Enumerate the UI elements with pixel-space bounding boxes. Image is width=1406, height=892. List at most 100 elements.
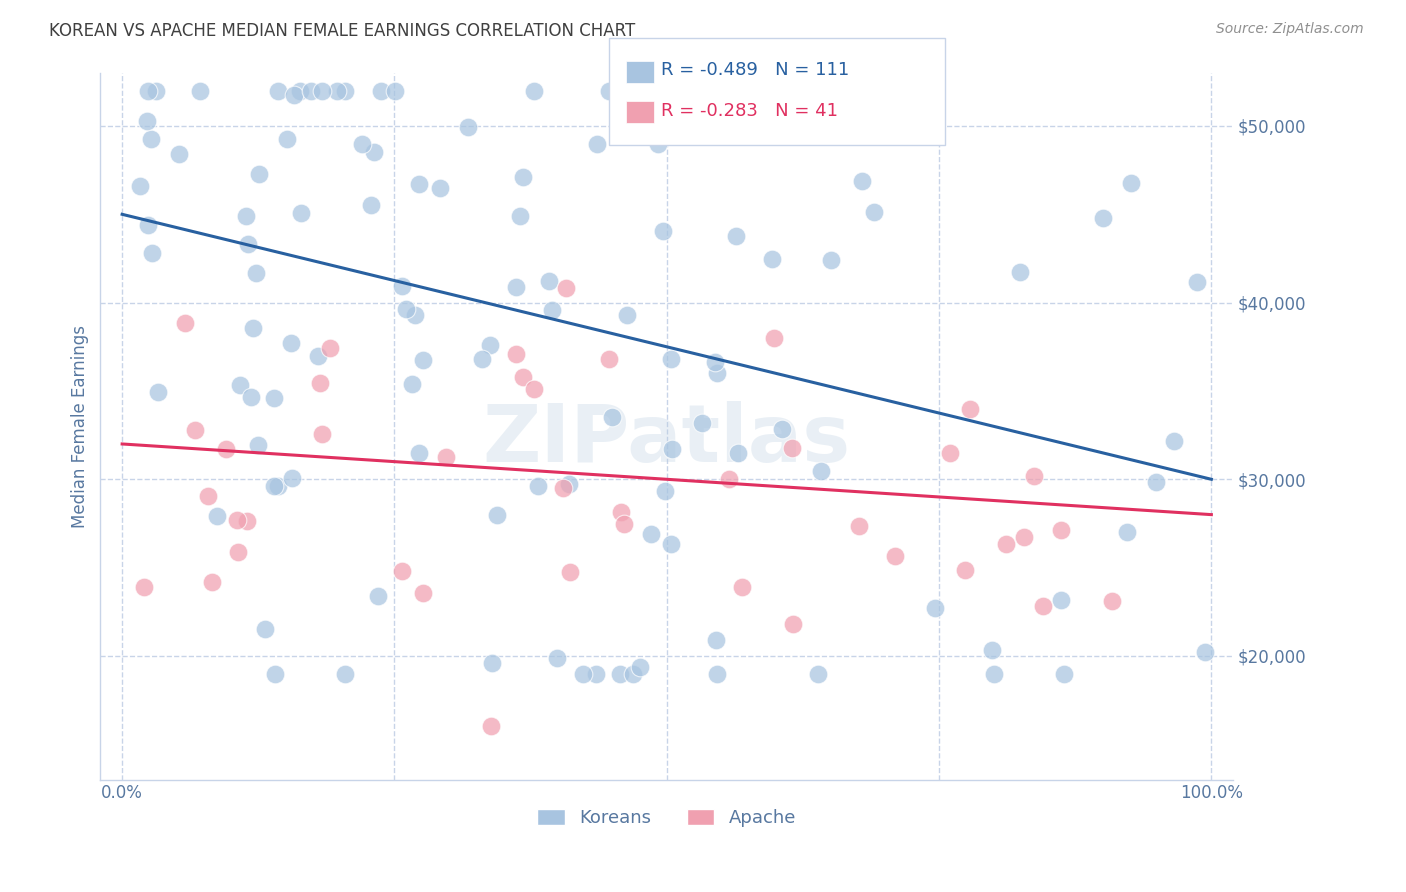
Koreans	[1010, 264, 1032, 278]
Apache	[558, 565, 581, 579]
Apache	[555, 281, 578, 295]
Koreans	[370, 84, 392, 98]
Koreans	[263, 478, 285, 492]
Koreans	[538, 274, 561, 288]
Koreans	[621, 666, 644, 681]
Apache	[848, 519, 870, 533]
Koreans	[526, 479, 548, 493]
Koreans	[267, 84, 290, 98]
Koreans	[690, 417, 713, 431]
Koreans	[851, 174, 873, 188]
Koreans	[429, 181, 451, 195]
Apache	[226, 545, 249, 559]
Koreans	[333, 84, 356, 98]
Koreans	[628, 660, 651, 674]
Text: ZIPatlas: ZIPatlas	[482, 401, 851, 479]
Koreans	[863, 204, 886, 219]
Koreans	[981, 643, 1004, 657]
Koreans	[727, 446, 749, 460]
Koreans	[661, 442, 683, 456]
Koreans	[412, 353, 434, 368]
Koreans	[267, 479, 290, 493]
Koreans	[139, 132, 162, 146]
Apache	[173, 317, 195, 331]
Apache	[955, 563, 977, 577]
Apache	[782, 617, 804, 632]
Koreans	[810, 464, 832, 478]
Koreans	[395, 301, 418, 316]
Koreans	[326, 84, 349, 98]
Koreans	[229, 378, 252, 392]
Koreans	[612, 113, 634, 128]
Koreans	[659, 352, 682, 367]
Koreans	[820, 253, 842, 268]
Koreans	[457, 120, 479, 135]
Apache	[598, 351, 620, 366]
Koreans	[276, 131, 298, 145]
Koreans	[523, 84, 546, 98]
Koreans	[1121, 176, 1143, 190]
Koreans	[307, 349, 329, 363]
Apache	[1101, 594, 1123, 608]
Koreans	[141, 245, 163, 260]
Apache	[718, 472, 741, 486]
Koreans	[247, 438, 270, 452]
Apache	[959, 401, 981, 416]
Koreans	[207, 509, 229, 524]
Koreans	[235, 210, 257, 224]
Koreans	[654, 484, 676, 499]
Koreans	[706, 666, 728, 681]
Koreans	[167, 147, 190, 161]
Apache	[613, 517, 636, 532]
Text: R = -0.283   N = 41: R = -0.283 N = 41	[661, 102, 838, 120]
Koreans	[924, 601, 946, 615]
Apache	[1050, 524, 1073, 538]
Koreans	[253, 622, 276, 636]
Koreans	[145, 84, 167, 98]
Apache	[610, 505, 633, 519]
Koreans	[245, 266, 267, 280]
Apache	[939, 446, 962, 460]
Apache	[479, 719, 502, 733]
Koreans	[299, 84, 322, 98]
Apache	[226, 513, 249, 527]
Koreans	[586, 137, 609, 152]
Koreans	[290, 205, 312, 219]
Koreans	[1144, 475, 1167, 490]
Koreans	[1115, 525, 1137, 540]
Apache	[391, 564, 413, 578]
Koreans	[600, 410, 623, 425]
Koreans	[280, 336, 302, 351]
Koreans	[350, 136, 373, 151]
Koreans	[401, 377, 423, 392]
Koreans	[384, 84, 406, 98]
Koreans	[367, 590, 389, 604]
Apache	[1022, 469, 1045, 483]
Koreans	[136, 218, 159, 232]
Koreans	[609, 666, 631, 681]
Apache	[308, 376, 330, 390]
Koreans	[283, 87, 305, 102]
Koreans	[1194, 645, 1216, 659]
Koreans	[659, 537, 682, 551]
Koreans	[263, 391, 285, 405]
Koreans	[724, 229, 747, 244]
Apache	[505, 346, 527, 360]
Apache	[1014, 530, 1036, 544]
Legend: Koreans, Apache: Koreans, Apache	[530, 802, 803, 834]
Koreans	[571, 666, 593, 681]
Apache	[215, 442, 238, 456]
Koreans	[1053, 666, 1076, 681]
Koreans	[652, 223, 675, 237]
Apache	[184, 423, 207, 437]
Koreans	[706, 633, 728, 648]
Apache	[134, 580, 156, 594]
Y-axis label: Median Female Earnings: Median Female Earnings	[72, 325, 89, 528]
Apache	[883, 549, 905, 563]
Koreans	[540, 302, 562, 317]
Koreans	[647, 137, 669, 152]
Koreans	[129, 178, 152, 193]
Koreans	[263, 666, 285, 681]
Apache	[434, 450, 457, 464]
Koreans	[512, 170, 534, 185]
